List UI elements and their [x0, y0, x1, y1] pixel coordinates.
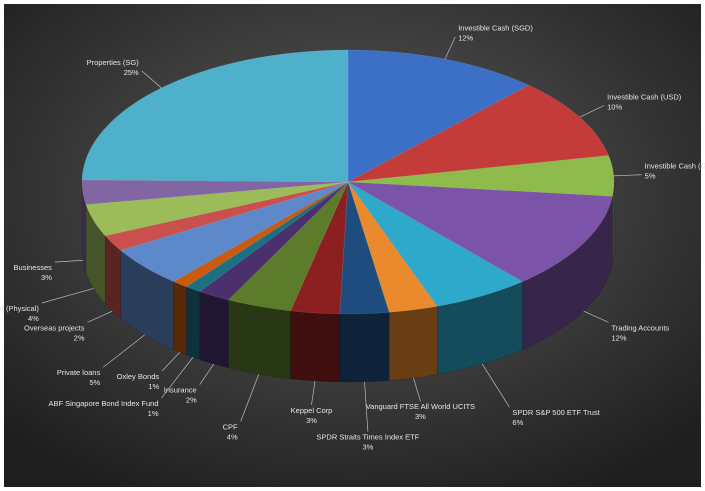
- slice-label: Investible Cash (USD): [607, 92, 682, 101]
- slice-side: [173, 281, 187, 356]
- leader-line: [613, 174, 642, 177]
- leader-line: [444, 36, 456, 60]
- slice-value-label: 5%: [89, 378, 100, 387]
- slice-value-label: 5%: [645, 172, 656, 181]
- slice-label: SPDR S&P 500 ETF Trust: [512, 408, 600, 417]
- slice: [347, 181, 524, 307]
- slice-value-label: 1%: [148, 382, 159, 391]
- slice-side: [81, 181, 87, 273]
- slice: [347, 181, 613, 282]
- slice: [81, 179, 349, 205]
- slice-label: Keppel Corp: [291, 406, 333, 415]
- slice: [347, 49, 530, 183]
- leader-line: [240, 374, 260, 422]
- slice-label: Vanguard FTSE All World UCITS: [366, 402, 475, 411]
- leader-line: [579, 105, 605, 118]
- leader-line: [87, 310, 113, 323]
- slice-label: Trading Accounts: [611, 323, 669, 332]
- leader-line: [364, 381, 369, 432]
- slice: [347, 181, 438, 313]
- slice-side: [339, 312, 390, 383]
- leader-line: [41, 288, 94, 304]
- slice: [85, 181, 349, 237]
- slice-label: Investible Cash (SGD): [458, 24, 533, 33]
- leader-line: [54, 259, 83, 263]
- slice: [199, 181, 349, 301]
- slice-value-label: 3%: [415, 412, 426, 421]
- leader-line: [413, 377, 421, 402]
- leader-line: [481, 363, 510, 408]
- leader-line: [141, 70, 162, 89]
- slice-label: Private loans: [57, 368, 101, 377]
- slice-label: SPDR Straits Times Index ETF: [316, 433, 419, 442]
- slice: [290, 181, 349, 315]
- slice-label: Overseas projects: [24, 323, 85, 332]
- slice: [119, 181, 349, 282]
- slice: [185, 181, 349, 292]
- slice: [104, 181, 349, 251]
- slice-value-label: 3%: [362, 443, 373, 452]
- slice-side: [186, 286, 201, 360]
- slice-label: Insurance: [164, 386, 197, 395]
- leader-line: [583, 310, 609, 323]
- slice-label: CPF: [223, 422, 238, 431]
- slice-value-label: 2%: [74, 333, 85, 342]
- slice-value-label: 4%: [227, 432, 238, 441]
- slice-label: Oxley Bonds: [117, 372, 160, 381]
- slice-value-label: 1%: [148, 409, 159, 418]
- slice-label: Businesses: [14, 263, 53, 272]
- slice-value-label: 2%: [186, 396, 197, 405]
- slice: [227, 181, 349, 312]
- slice: [347, 155, 615, 197]
- leader-line: [161, 357, 194, 399]
- leader-line: [161, 352, 181, 372]
- slice: [339, 181, 390, 315]
- slice-side: [290, 310, 340, 383]
- slice: [347, 84, 609, 183]
- slice-label: ABF Singapore Bond Index Fund: [48, 399, 158, 408]
- slice-value-label: 4%: [28, 314, 39, 323]
- slice-value-label: 12%: [611, 333, 626, 342]
- slice-value-label: 12%: [458, 34, 473, 43]
- slice-value-label: 3%: [41, 273, 52, 282]
- slice-side: [85, 204, 106, 305]
- slice: [172, 181, 349, 288]
- slice-side: [436, 281, 523, 375]
- slice: [81, 49, 349, 183]
- slice-label: Gold (Physical): [0, 304, 39, 313]
- slice-label: Properties (SG): [87, 58, 140, 67]
- leader-line: [311, 380, 316, 405]
- slice-side: [388, 306, 438, 381]
- slice-side: [120, 249, 174, 351]
- slice-value-label: 25%: [124, 68, 139, 77]
- slice-side: [199, 291, 229, 369]
- leader-line: [103, 334, 145, 368]
- slice-value-label: 10%: [607, 102, 622, 111]
- slice-label: Investible Cash (GBP): [645, 162, 705, 171]
- slice-value-label: 3%: [306, 416, 317, 425]
- slice-side: [228, 299, 291, 380]
- slice-value-label: 6%: [512, 418, 523, 427]
- leader-line: [199, 363, 215, 385]
